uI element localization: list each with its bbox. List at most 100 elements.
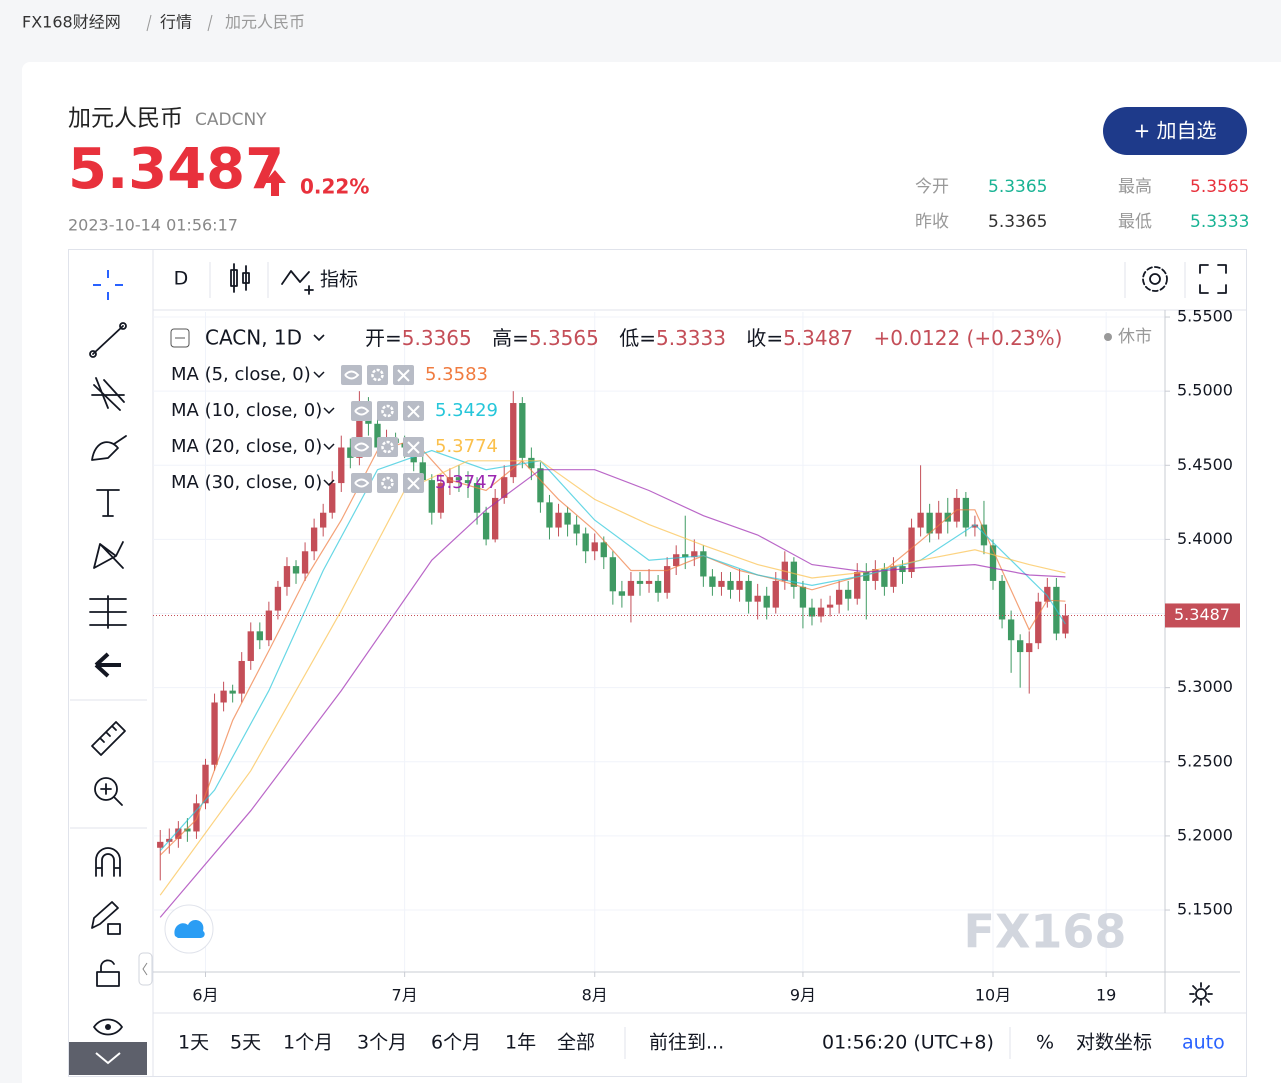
- ma-button-glyph: [354, 478, 370, 488]
- add-watchlist-label[interactable]: + 加自选: [1133, 119, 1216, 143]
- pattern-tool[interactable]: [93, 541, 124, 569]
- back-tool[interactable]: [94, 652, 121, 678]
- interval-button[interactable]: D: [174, 268, 189, 290]
- tool-node: [89, 350, 97, 358]
- goto-button[interactable]: 前往到...: [649, 1032, 724, 1054]
- range-button[interactable]: 3个月: [357, 1032, 407, 1054]
- chart-style-button[interactable]: [230, 263, 250, 293]
- x-tick-label: 10月: [975, 986, 1011, 1005]
- candle-body: [193, 803, 200, 832]
- candle-body: [971, 524, 979, 528]
- range-button[interactable]: 6个月: [431, 1032, 481, 1054]
- ma-legend-name[interactable]: MA (5, close, 0): [171, 364, 311, 385]
- text-tool[interactable]: [96, 489, 120, 517]
- candle-body: [274, 586, 282, 611]
- range-button[interactable]: 5天: [230, 1032, 261, 1054]
- ma-button-glyph: [407, 405, 420, 418]
- candle-body: [962, 497, 970, 528]
- ma-button-glyph: [354, 406, 370, 416]
- toolbar-expand[interactable]: [69, 1042, 147, 1075]
- candle-body: [310, 527, 318, 552]
- y-tick-label: 5.5000: [1177, 381, 1233, 400]
- breadcrumb-current: 加元人民币: [225, 13, 305, 32]
- range-button[interactable]: 1个月: [283, 1032, 333, 1054]
- ma-visibility-button[interactable]: [341, 365, 362, 385]
- legend-symbol[interactable]: CACN, 1D: [205, 326, 302, 350]
- candle-body: [247, 631, 254, 661]
- crosshair-tool[interactable]: [93, 270, 123, 300]
- indicator-icon[interactable]: [281, 270, 314, 295]
- axis-settings-button[interactable]: [1189, 982, 1213, 1006]
- ma-legend-name[interactable]: MA (20, close, 0): [171, 436, 322, 457]
- expand-chevron: [95, 1052, 121, 1065]
- candle-body: [211, 702, 218, 765]
- collapse-tab[interactable]: [138, 952, 153, 986]
- y-tick-label: 5.2000: [1177, 825, 1233, 844]
- indicator-button[interactable]: 指标: [320, 269, 358, 291]
- candle-body: [854, 572, 861, 599]
- unlock-tool[interactable]: [96, 959, 120, 987]
- breadcrumb-link[interactable]: FX168财经网: [22, 13, 121, 32]
- candle-body: [338, 447, 345, 484]
- fullscreen-button[interactable]: [1199, 264, 1227, 294]
- range-button[interactable]: 全部: [557, 1032, 595, 1054]
- candle-body: [980, 524, 988, 546]
- add-watchlist-button[interactable]: [1103, 107, 1247, 155]
- breadcrumb-link[interactable]: 行情: [160, 13, 192, 32]
- candle-body: [374, 423, 381, 448]
- candle-body: [519, 403, 526, 458]
- log-toggle[interactable]: 对数坐标: [1076, 1032, 1152, 1054]
- candle-body: [863, 572, 870, 581]
- ma-visibility-button[interactable]: [351, 473, 372, 493]
- lock-drawing-tool[interactable]: [91, 901, 121, 935]
- ma-settings-button[interactable]: [377, 401, 398, 421]
- last-price-badge: [1165, 603, 1240, 628]
- candle-body: [917, 512, 924, 528]
- price-change: 0.22%: [300, 175, 369, 199]
- candle-body: [926, 512, 933, 534]
- candle-body: [1007, 619, 1015, 641]
- ma-legend-name[interactable]: MA (30, close, 0): [171, 472, 322, 493]
- settings-button[interactable]: [1142, 266, 1168, 292]
- ma-visibility-button[interactable]: [351, 401, 372, 421]
- visibility-tool[interactable]: [93, 1018, 123, 1036]
- candle-body: [600, 542, 607, 558]
- candle-body: [790, 561, 798, 587]
- candle-body: [184, 828, 191, 832]
- ma-button-glyph: [381, 476, 394, 490]
- measure-tool[interactable]: [89, 595, 127, 629]
- auto-toggle[interactable]: auto: [1182, 1032, 1225, 1054]
- percent-toggle[interactable]: %: [1036, 1032, 1054, 1054]
- candle-body: [700, 551, 707, 577]
- ma-settings-button[interactable]: [377, 473, 398, 493]
- candle-body: [238, 660, 245, 694]
- ma-line: [159, 449, 1066, 852]
- stat-value: 5.3565: [1190, 177, 1249, 197]
- high-label: 高=: [492, 326, 529, 350]
- stat-label: 最低: [1118, 212, 1152, 232]
- ma-button-glyph: [344, 370, 360, 380]
- pitchfork-tool[interactable]: [91, 377, 125, 411]
- brush-tool[interactable]: [91, 435, 127, 461]
- range-button[interactable]: 1年: [505, 1032, 536, 1054]
- candle-body: [998, 580, 1006, 620]
- ma-legend-name[interactable]: MA (10, close, 0): [171, 400, 322, 421]
- stat-value: 5.3333: [1190, 212, 1249, 232]
- zoom-tool[interactable]: [94, 777, 118, 801]
- visibility-pupil: [105, 1024, 111, 1030]
- candle-body: [745, 580, 752, 602]
- candle-body: [265, 610, 273, 641]
- ma-settings-button[interactable]: [377, 437, 398, 457]
- candle-body: [881, 569, 888, 587]
- candle-body: [618, 591, 626, 596]
- ruler-tool[interactable]: [91, 721, 126, 756]
- range-button[interactable]: 1天: [178, 1032, 209, 1054]
- high-value: 5.3565: [529, 326, 599, 350]
- magnet-tool[interactable]: [95, 847, 121, 877]
- trend-line-tool[interactable]: [92, 325, 124, 355]
- instrument-name: 加元人民币: [68, 106, 183, 132]
- ma-visibility-button[interactable]: [351, 437, 372, 457]
- ma-line: [159, 460, 1066, 896]
- ma-settings-button[interactable]: [367, 365, 388, 385]
- ma-button-glyph: [354, 442, 370, 452]
